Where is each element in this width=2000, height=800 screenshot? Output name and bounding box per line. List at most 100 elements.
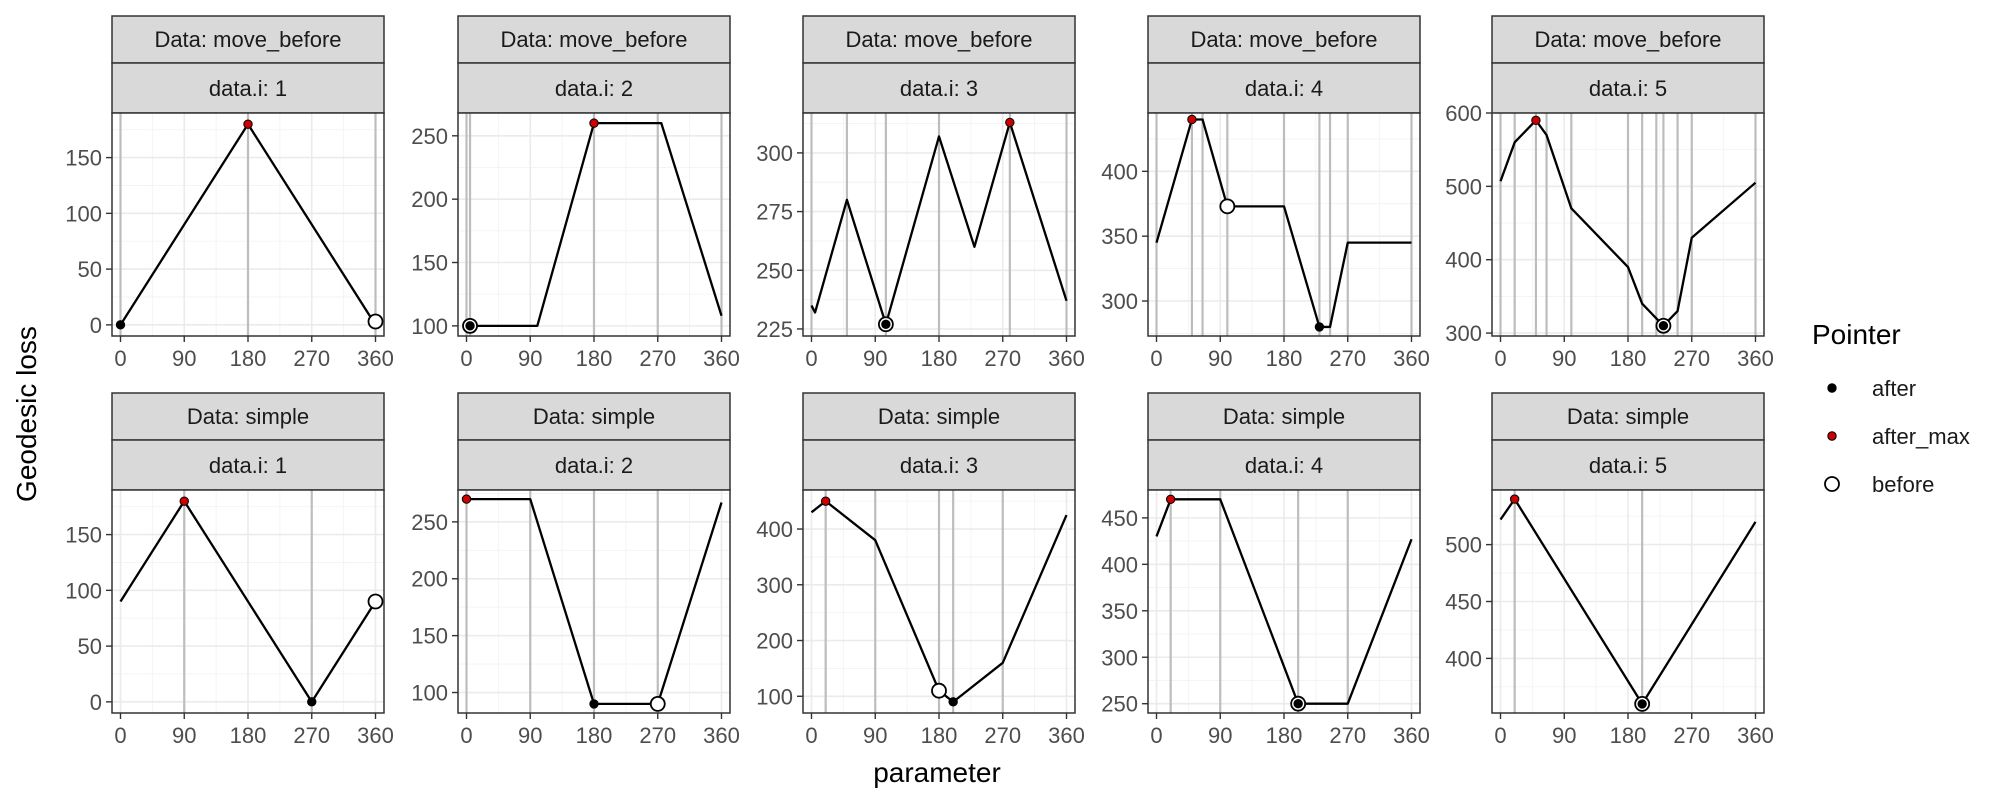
legend-label-after_max: after_max [1872,424,1970,449]
x-tick-label: 180 [230,346,267,371]
pointer-after-marker [589,699,599,709]
x-tick-label: 90 [1552,346,1576,371]
y-tick-label: 225 [756,317,793,342]
strip-index-label: data.i: 5 [1589,453,1667,478]
strip-index-label: data.i: 1 [209,453,287,478]
strip-data-label: Data: simple [1223,404,1345,429]
x-tick-label: 90 [518,346,542,371]
x-tick-label: 90 [1552,723,1576,748]
y-tick-label: 100 [756,684,793,709]
x-tick-label: 0 [460,346,472,371]
facet-panel-1: Data: move_before data.i: 1 0 50 100 150 0 90 18… [65,15,394,371]
x-tick-label: 270 [984,346,1021,371]
facet-panel-4: Data: move_before data.i: 4 300 350 400 0 90 18… [1101,15,1430,371]
y-tick-label: 250 [1101,692,1138,717]
strip-data-bg [457,392,731,441]
x-tick-label: 0 [114,723,126,748]
x-tick-label: 0 [114,346,126,371]
legend-key-before [1824,476,1840,492]
strip-data-label: Data: move_before [500,27,687,52]
y-tick-label: 250 [756,258,793,283]
legend-key-after_max [1827,431,1837,441]
pointer-after-max-marker [1005,117,1015,128]
strip-index-label: data.i: 3 [900,76,978,101]
x-tick-label: 90 [1208,346,1232,371]
legend-label-before: before [1872,472,1934,497]
strip-index-bg [802,62,1076,114]
strip-data-bg [802,392,1076,441]
strip-data-label: Data: move_before [1534,27,1721,52]
pointer-after-max-marker [243,119,253,129]
strip-data-label: Data: move_before [845,27,1032,52]
y-tick-label: 150 [65,523,102,548]
x-tick-label: 180 [576,723,613,748]
strip-index-bg [457,439,731,491]
x-tick-label: 90 [172,723,196,748]
strip-index-bg [1491,439,1765,491]
strip-data-label: Data: move_before [154,27,341,52]
x-tick-label: 180 [230,723,267,748]
loss-series-line [1499,497,1757,706]
x-tick-label: 180 [921,723,958,748]
x-tick-label: 270 [1329,346,1366,371]
loss-series-line [1499,119,1757,327]
x-tick-label: 90 [172,346,196,371]
y-tick-label: 400 [1445,248,1482,273]
x-tick-label: 360 [703,723,740,748]
y-tick-label: 0 [90,313,102,338]
pointer-after-marker [465,321,475,331]
x-tick-label: 90 [1208,723,1232,748]
loss-series-line [119,499,377,703]
x-tick-label: 0 [805,723,817,748]
x-tick-label: 270 [1329,723,1366,748]
facet-panel-3: Data: move_before data.i: 3 225 250 275 300 0 9… [756,15,1085,371]
strip-index-bg [457,62,731,114]
x-tick-label: 90 [518,723,542,748]
x-tick-label: 0 [1494,723,1506,748]
facet-panel-7: Data: simple data.i: 2 100 150 200 250 0 90 180 2… [411,392,740,748]
x-tick-label: 360 [1737,346,1774,371]
x-tick-label: 0 [805,346,817,371]
y-tick-label: 250 [411,124,448,149]
x-tick-label: 270 [293,346,330,371]
facet-panel-2: Data: move_before data.i: 2 100 150 200 250 0 9… [411,15,740,371]
strip-index-bg [1147,62,1421,114]
x-tick-label: 360 [1393,723,1430,748]
y-tick-label: 400 [1101,159,1138,184]
y-tick-label: 500 [1445,174,1482,199]
strip-index-label: data.i: 4 [1245,453,1323,478]
x-tick-label: 0 [460,723,472,748]
strip-index-label: data.i: 4 [1245,76,1323,101]
strip-data-bg [802,15,1076,64]
facet-panel-5: Data: move_before data.i: 5 300 400 500 600 0 9… [1445,15,1774,371]
x-tick-label: 180 [1266,723,1303,748]
facet-panel-10: Data: simple data.i: 5 400 450 500 0 90 180 270 3… [1445,392,1774,748]
legend-title: Pointer [1812,319,1901,350]
facet-panel-6: Data: simple data.i: 1 0 50 100 150 0 90 180 270 3… [65,392,394,748]
x-tick-label: 360 [1393,346,1430,371]
x-tick-label: 0 [1150,346,1162,371]
y-tick-label: 150 [411,624,448,649]
x-tick-label: 90 [863,346,887,371]
y-tick-label: 0 [90,690,102,715]
y-tick-label: 100 [411,681,448,706]
y-tick-label: 100 [65,578,102,603]
pointer-before-marker [367,593,384,610]
strip-data-label: Data: simple [187,404,309,429]
strip-index-bg [111,439,385,491]
y-tick-label: 250 [411,510,448,535]
x-tick-label: 90 [863,723,887,748]
x-axis-title: parameter [873,757,1001,788]
y-tick-label: 300 [1101,645,1138,670]
x-tick-label: 360 [357,723,394,748]
strip-data-bg [111,15,385,64]
x-tick-label: 360 [1737,723,1774,748]
pointer-after-marker [881,319,891,329]
strip-index-label: data.i: 1 [209,76,287,101]
y-tick-label: 200 [411,187,448,212]
y-tick-label: 300 [756,573,793,598]
x-tick-label: 180 [1610,346,1647,371]
facet-panel-8: Data: simple data.i: 3 100 200 300 400 0 90 180 2… [756,392,1085,748]
y-tick-label: 350 [1101,599,1138,624]
x-tick-label: 270 [1673,723,1710,748]
